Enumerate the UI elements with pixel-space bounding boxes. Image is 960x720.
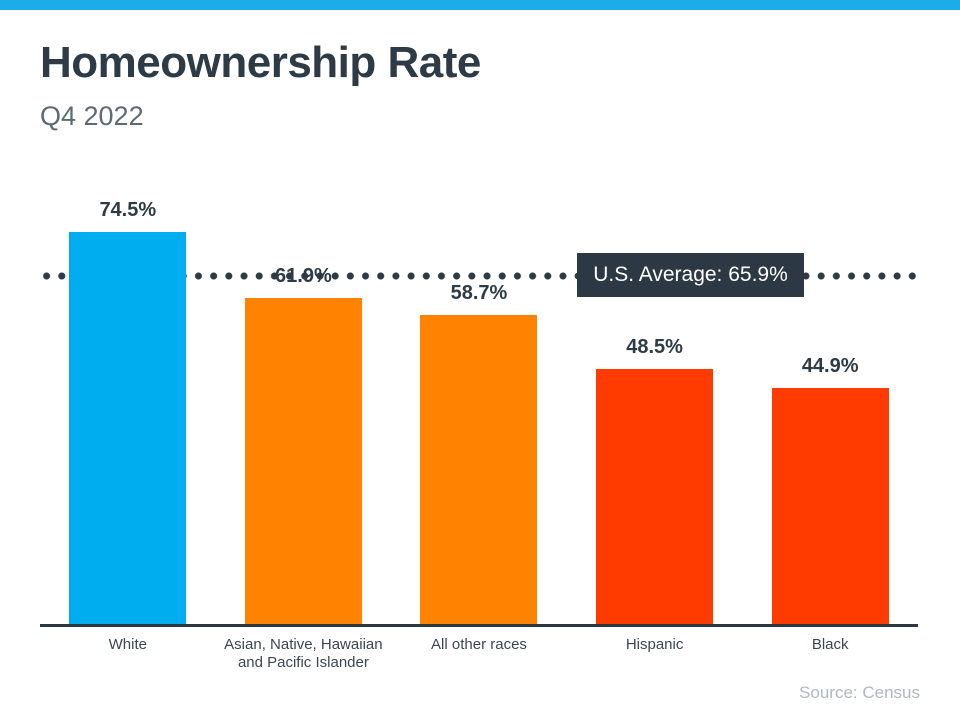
bar-group: 74.5%: [40, 199, 216, 625]
category-label: All other races: [431, 636, 527, 653]
bar-group: 58.7%: [391, 282, 567, 625]
page-subtitle: Q4 2022: [40, 101, 144, 131]
bar-value-label: 74.5%: [99, 199, 157, 221]
source-note: Source: Census: [799, 683, 920, 702]
bar-value-label: 48.5%: [626, 336, 683, 358]
category-label: Asian, Native, Hawaiian and Pacific Isla…: [224, 636, 383, 671]
bar-chart: 74.5% 61.9% 58.7% 48.5% 44.9%: [40, 180, 918, 625]
bar-group: 44.9%: [742, 355, 918, 625]
bar: [244, 298, 362, 625]
category-label: Black: [811, 636, 849, 653]
category-label: Hispanic: [625, 636, 684, 653]
bar: [596, 369, 714, 625]
bar-group: 48.5%: [567, 336, 743, 625]
bar-value-label: 58.7%: [450, 282, 508, 304]
reference-dotted-line: [39, 272, 920, 280]
bar: [69, 232, 187, 625]
top-accent-bar: [0, 0, 960, 10]
bar-value-label: 44.9%: [801, 355, 859, 377]
page-title: Homeownership Rate: [40, 38, 481, 87]
bar-group: 61.9%: [216, 265, 392, 625]
x-axis-line: [40, 624, 918, 627]
category-label-row: White Asian, Native, Hawaiian and Pacific…: [40, 636, 918, 672]
bar-value-label: 61.9%: [275, 265, 332, 287]
reference-label-box: U.S. Average: 65.9%: [577, 253, 804, 297]
bar: [771, 388, 889, 625]
category-label: White: [108, 636, 147, 653]
bar: [420, 315, 538, 625]
